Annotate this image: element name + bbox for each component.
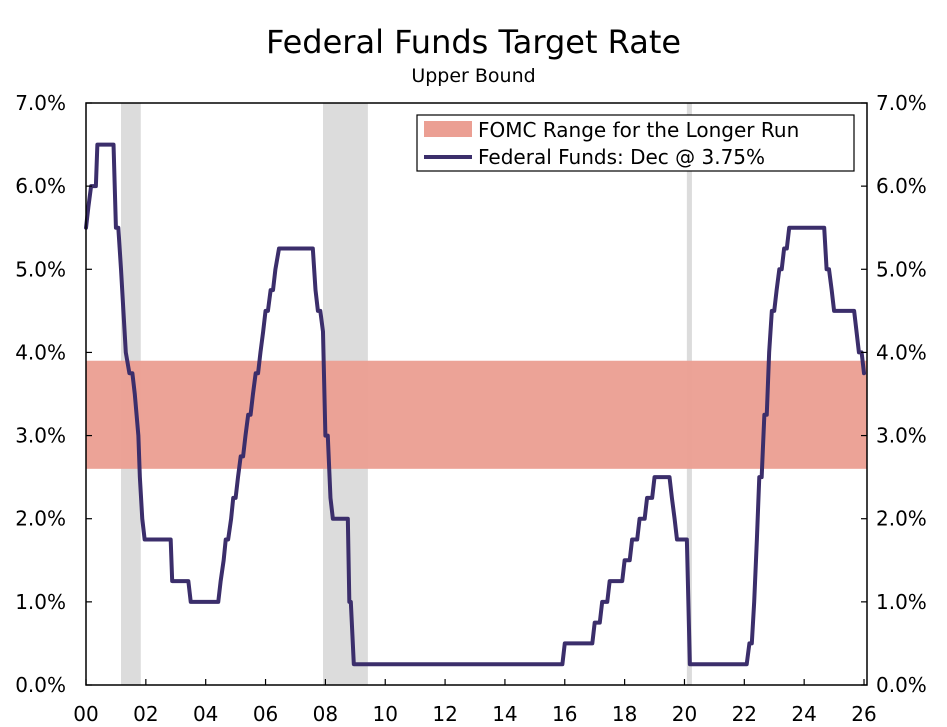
- x-tick-label-6: 12: [432, 702, 457, 726]
- y-axis-ticks: 0.0% 0.0% 1.0% 1.0% 2.0% 2.0% 3.0% 3.0% 4.0% 4.0%…: [15, 91, 927, 697]
- y-tick-label-right-0: 0.0%: [876, 673, 927, 697]
- legend: FOMC Range for the Longer Run Federal Fu…: [416, 114, 855, 172]
- y-tick-label-left-2: 2.0%: [15, 507, 66, 531]
- longer-run-band: [86, 360, 867, 469]
- y-tick-label-left-5: 5.0%: [15, 257, 66, 281]
- x-tick-label-10: 20: [672, 702, 697, 726]
- y-tick-label-right-4: 4.0%: [876, 340, 927, 364]
- x-tick-label-4: 08: [313, 702, 338, 726]
- x-tick-label-9: 18: [612, 702, 637, 726]
- legend-label-series: Federal Funds: Dec @ 3.75%: [478, 145, 765, 169]
- x-tick-label-13: 26: [851, 702, 876, 726]
- x-tick-label-2: 04: [193, 702, 218, 726]
- y-tick-label-right-1: 1.0%: [876, 590, 927, 614]
- legend-label-band: FOMC Range for the Longer Run: [478, 118, 799, 142]
- x-tick-label-0: 00: [73, 702, 98, 726]
- x-tick-label-1: 02: [133, 702, 158, 726]
- x-tick-label-3: 06: [253, 702, 278, 726]
- fed-funds-line: [84, 142, 867, 667]
- y-tick-label-left-7: 7.0%: [15, 91, 66, 115]
- y-tick-label-left-1: 1.0%: [15, 590, 66, 614]
- y-tick-label-right-6: 6.0%: [876, 174, 927, 198]
- x-tick-label-5: 10: [373, 702, 398, 726]
- plot-frame: [85, 102, 868, 686]
- x-tick-label-7: 14: [492, 702, 517, 726]
- x-tick-label-11: 22: [732, 702, 757, 726]
- y-tick-label-left-0: 0.0%: [15, 673, 66, 697]
- series-layer: [84, 142, 867, 667]
- legend-swatch-band: [424, 121, 472, 137]
- x-tick-label-12: 24: [791, 702, 816, 726]
- y-tick-label-left-6: 6.0%: [15, 174, 66, 198]
- y-tick-label-right-7: 7.0%: [876, 91, 927, 115]
- y-tick-label-right-2: 2.0%: [876, 507, 927, 531]
- x-tick-label-8: 16: [552, 702, 577, 726]
- y-tick-label-left-3: 3.0%: [15, 424, 66, 448]
- y-tick-label-right-3: 3.0%: [876, 424, 927, 448]
- legend-box: [416, 114, 855, 172]
- x-axis-ticks: 00 02 04 06 08 10 12 14 16 18 20 22 24 26: [73, 679, 877, 726]
- longer-run-band-layer: [86, 360, 867, 469]
- chart-title: Federal Funds Target Rate: [265, 23, 682, 61]
- y-tick-label-left-4: 4.0%: [15, 340, 66, 364]
- chart-subtitle: Upper Bound: [411, 65, 536, 87]
- y-tick-label-right-5: 5.0%: [876, 257, 927, 281]
